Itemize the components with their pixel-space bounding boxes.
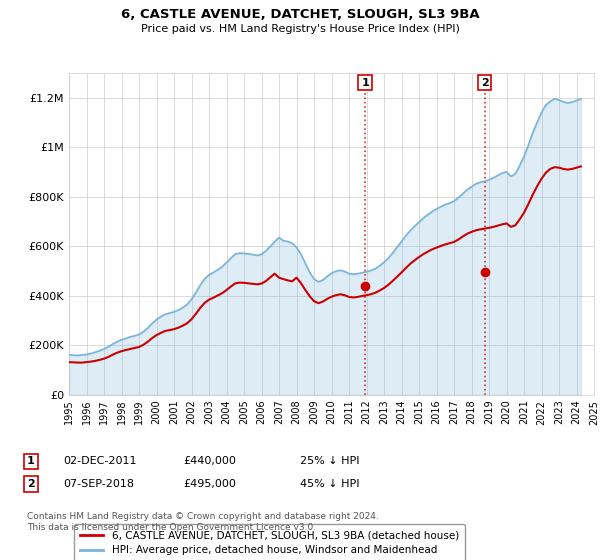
Text: 02-DEC-2011: 02-DEC-2011	[63, 456, 137, 466]
Text: 1: 1	[361, 78, 369, 87]
Text: Contains HM Land Registry data © Crown copyright and database right 2024.
This d: Contains HM Land Registry data © Crown c…	[27, 512, 379, 532]
Text: 2: 2	[27, 479, 35, 489]
Text: 25% ↓ HPI: 25% ↓ HPI	[300, 456, 359, 466]
Legend: 6, CASTLE AVENUE, DATCHET, SLOUGH, SL3 9BA (detached house), HPI: Average price,: 6, CASTLE AVENUE, DATCHET, SLOUGH, SL3 9…	[74, 524, 465, 560]
Text: 45% ↓ HPI: 45% ↓ HPI	[300, 479, 359, 489]
Text: 6, CASTLE AVENUE, DATCHET, SLOUGH, SL3 9BA: 6, CASTLE AVENUE, DATCHET, SLOUGH, SL3 9…	[121, 8, 479, 21]
Text: 1: 1	[27, 456, 35, 466]
Text: £495,000: £495,000	[183, 479, 236, 489]
Text: Price paid vs. HM Land Registry's House Price Index (HPI): Price paid vs. HM Land Registry's House …	[140, 24, 460, 34]
Text: 07-SEP-2018: 07-SEP-2018	[63, 479, 134, 489]
Text: 2: 2	[481, 78, 488, 87]
Text: £440,000: £440,000	[183, 456, 236, 466]
